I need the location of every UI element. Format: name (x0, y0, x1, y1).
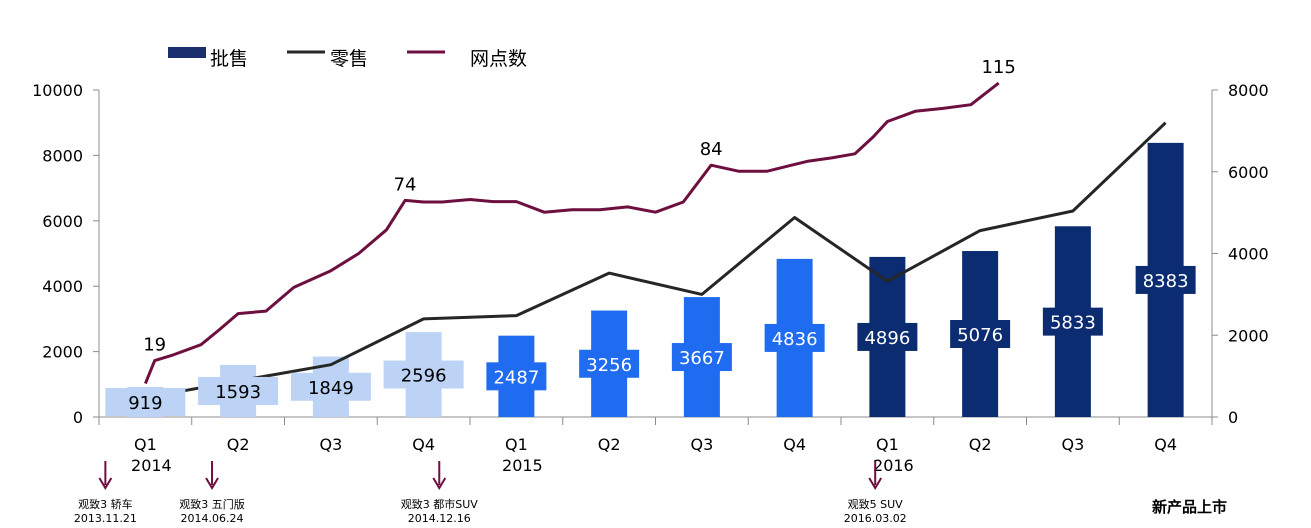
launch-date: 2016.03.02 (844, 512, 907, 525)
bar-value-label: 2487 (493, 367, 539, 388)
y-left-tick-label: 8000 (42, 146, 83, 165)
y-left-tick-label: 4000 (42, 277, 83, 296)
launch-arrow-head (205, 477, 219, 490)
y-left-tick-label: 6000 (42, 212, 83, 231)
axes: 0 2000 4000 6000 8000 10000 0 2000 4000 6000 8000 (32, 81, 1269, 427)
launch-date: 2014.12.16 (408, 512, 471, 525)
line-series (144, 81, 1167, 400)
x-category-label: Q4 (412, 435, 435, 454)
x-category-label: Q3 (690, 435, 713, 454)
bar-label-box (486, 362, 547, 391)
bar-label-box (950, 320, 1011, 349)
x-year-label: 2016 (873, 456, 914, 475)
x-category-label: Q1 (134, 435, 157, 454)
bar-label-box (290, 372, 371, 401)
bar-value-label: 5833 (1050, 313, 1096, 334)
bar-value-label: 3667 (679, 348, 725, 369)
outlets-line (144, 81, 1000, 385)
bar-value-label: 4896 (864, 328, 910, 349)
bar-label-box (764, 323, 825, 352)
legend-swatch-1 (168, 47, 206, 58)
outlet-count-annotation: 115 (981, 57, 1015, 78)
bar-value-label: 5076 (957, 325, 1003, 346)
outlet-count-annotation: 84 (700, 139, 723, 160)
legend-label-1: 批售 (210, 48, 248, 70)
x-category-label: Q1 (505, 435, 528, 454)
y-left-tick-label: 0 (73, 408, 83, 427)
x-year-label: 2015 (502, 456, 543, 475)
y-right-tick-label: 8000 (1228, 81, 1269, 100)
y-right-tick-label: 4000 (1228, 245, 1269, 264)
x-axis-labels: Q1 Q2 Q3 Q4 Q1 Q2 Q3 Q4 Q1 Q2 Q3 Q4 2014 2015 2016 (131, 435, 1177, 475)
legend-label-2: 零售 (330, 48, 368, 70)
chart-legend: 批售 零售 网点数 (168, 47, 527, 70)
launch-name: 观致3 五门版 (179, 497, 245, 511)
launch-date: 2014.06.24 (181, 512, 244, 525)
bar-label-box (105, 387, 186, 416)
y-left-tick-label: 10000 (32, 81, 83, 100)
x-category-label: Q1 (876, 435, 899, 454)
bar-label-box (1135, 265, 1196, 294)
bar-label-box (198, 376, 279, 405)
bar-value-label: 1593 (215, 382, 261, 403)
bar-value-labels: 919 1593 1849 2596 2487 3256 3667 4836 4896 5076 5… (105, 265, 1196, 416)
wholesale-bars (127, 142, 1184, 417)
bar-value-label: 4836 (772, 329, 818, 350)
launch-name: 观致5 SUV (848, 497, 904, 511)
x-year-label: 2014 (131, 456, 172, 475)
bar-value-label: 3256 (586, 355, 632, 376)
bar-value-label: 919 (128, 393, 162, 414)
legend-label-3: 网点数 (470, 48, 527, 70)
retail-line (145, 121, 1167, 400)
launch-arrow-head (98, 477, 113, 490)
launch-arrow-head (868, 477, 883, 490)
x-category-label: Q2 (227, 435, 250, 454)
bar-label-box (579, 349, 640, 378)
launch-name: 观致3 轿车 (78, 497, 133, 511)
bar-label-box (671, 343, 732, 372)
y-right-tick-label: 0 (1228, 408, 1238, 427)
outlet-count-annotation: 19 (143, 335, 166, 356)
footer-label: 新产品上市 (1152, 498, 1227, 516)
bar-label-box (857, 322, 918, 351)
bar-value-label: 8383 (1143, 271, 1189, 292)
bar-value-label: 1849 (308, 378, 354, 399)
outlet-annotations: 19 74 84 115 (143, 57, 1016, 356)
outlet-count-annotation: 74 (394, 174, 417, 195)
x-category-label: Q2 (598, 435, 621, 454)
launch-name: 观致3 都市SUV (401, 497, 479, 511)
x-category-label: Q4 (783, 435, 806, 454)
bar-label-box (1042, 307, 1103, 336)
bar-label-box (383, 360, 464, 389)
y-left-tick-label: 2000 (42, 343, 83, 362)
bar-value-label: 2596 (401, 366, 447, 387)
x-category-label: Q3 (319, 435, 342, 454)
x-category-label: Q4 (1154, 435, 1177, 454)
y-right-tick-label: 2000 (1228, 326, 1269, 345)
x-category-label: Q3 (1061, 435, 1084, 454)
y-right-tick-label: 6000 (1228, 163, 1269, 182)
x-category-label: Q2 (969, 435, 992, 454)
launch-arrow-head (432, 477, 447, 490)
launch-date: 2013.11.21 (74, 512, 137, 525)
